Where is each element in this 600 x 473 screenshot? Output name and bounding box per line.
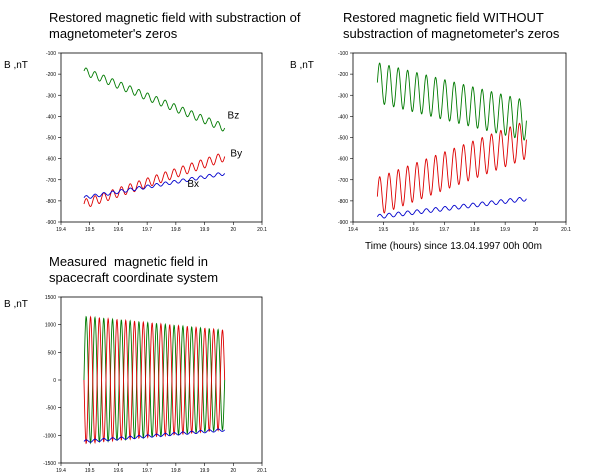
chart1-ytick-label: -300	[46, 93, 56, 99]
chart1-ytick-label: -800	[46, 199, 56, 205]
chart1-ylabel: B ,nT	[4, 60, 28, 71]
chart2-xtick-label: 19.5	[379, 227, 389, 233]
chart2-xtick-label: 19.7	[439, 227, 449, 233]
chart3-xtick-label: 19.6	[114, 468, 124, 473]
chart2-ytick-label: -300	[338, 93, 348, 99]
chart1-ytick-label: -500	[46, 136, 56, 142]
chart3-xtick-label: 19.9	[200, 468, 210, 473]
chart3-xtick-label: 19.8	[171, 468, 181, 473]
chart2-ytick-label: -600	[338, 157, 348, 163]
chart1-frame	[60, 52, 263, 223]
chart1-series-label-bx: Bx	[187, 179, 199, 190]
chart2-ytick-label: -100	[338, 51, 348, 57]
chart2-frame	[352, 52, 567, 223]
chart2-ytick-label: -200	[338, 72, 348, 78]
chart2-xtick-label: 19.9	[500, 227, 510, 233]
chart3-xtick-label: 20	[231, 468, 237, 473]
chart1-xtick-label: 19.5	[85, 227, 95, 233]
chart3-xtick-label: 19.7	[142, 468, 152, 473]
chart2-title: Restored magnetic field WITHOUT substrac…	[343, 10, 560, 41]
chart3-xtick-label: 19.5	[85, 468, 95, 473]
chart2-xtick-label: 20	[533, 227, 539, 233]
chart1-series-bz-line	[83, 67, 226, 132]
chart1-xtick-label: 19.8	[171, 227, 181, 233]
chart1-title: Restored magnetic field with substractio…	[49, 10, 301, 41]
chart2-ytick-label: -700	[338, 178, 348, 184]
chart3-ytick-label: 500	[48, 350, 57, 356]
chart2-ytick-label: -800	[338, 199, 348, 205]
chart1-ytick-label: -200	[46, 72, 56, 78]
chart1-xtick-label: 19.6	[114, 227, 124, 233]
chart2-xtick-label: 19.4	[348, 227, 358, 233]
chart3-title: Measured magnetic field in spacecraft co…	[49, 254, 219, 285]
chart2-ytick-label: -900	[338, 220, 348, 226]
chart2-xtick-label: 19.8	[470, 227, 480, 233]
chart2-xtick-label: 20.1	[561, 227, 571, 233]
chart2-ytick-label: -400	[338, 114, 348, 120]
chart1-xtick-label: 19.7	[142, 227, 152, 233]
chart1-series-label-by: By	[230, 149, 242, 160]
chart3-ytick-label: -1500	[43, 461, 56, 467]
chart2-series-y-line	[376, 122, 527, 214]
chart1-series-bx-line	[83, 172, 226, 199]
chart2-ylabel: B ,nT	[290, 60, 314, 71]
chart1-xtick-label: 20.1	[257, 227, 267, 233]
chart3-ylabel: B ,nT	[4, 299, 28, 310]
chart1-xtick-label: 19.4	[56, 227, 66, 233]
chart2-series-x-line	[376, 197, 527, 219]
chart3-ytick-label: 1500	[45, 295, 56, 301]
chart1-ytick-label: -900	[46, 220, 56, 226]
chart3-series-x-line	[83, 428, 226, 443]
chart3-ytick-label: 0	[53, 378, 56, 384]
chart1-xtick-label: 20	[231, 227, 237, 233]
chart2-series-z-line	[376, 62, 527, 141]
chart3-ytick-label: -500	[46, 406, 56, 412]
chart3-ytick-label: 1000	[45, 323, 56, 329]
chart1-ytick-label: -600	[46, 157, 56, 163]
chart3-xtick-label: 20.1	[257, 468, 267, 473]
chart3-ytick-label: -1000	[43, 433, 56, 439]
chart2-xtick-label: 19.6	[409, 227, 419, 233]
chart1-ytick-label: -400	[46, 114, 56, 120]
chart1-xtick-label: 19.9	[200, 227, 210, 233]
chart1-ytick-label: -100	[46, 51, 56, 57]
chart3-xtick-label: 19.4	[56, 468, 66, 473]
chart3-series-y-line	[83, 315, 226, 445]
chart2-xlabel: Time (hours) since 13.04.1997 00h 00m	[365, 241, 542, 252]
chart2-ytick-label: -500	[338, 136, 348, 142]
chart1-series-by-line	[83, 153, 226, 207]
chart1-ytick-label: -700	[46, 178, 56, 184]
chart1-series-label-bz: Bz	[228, 110, 240, 121]
